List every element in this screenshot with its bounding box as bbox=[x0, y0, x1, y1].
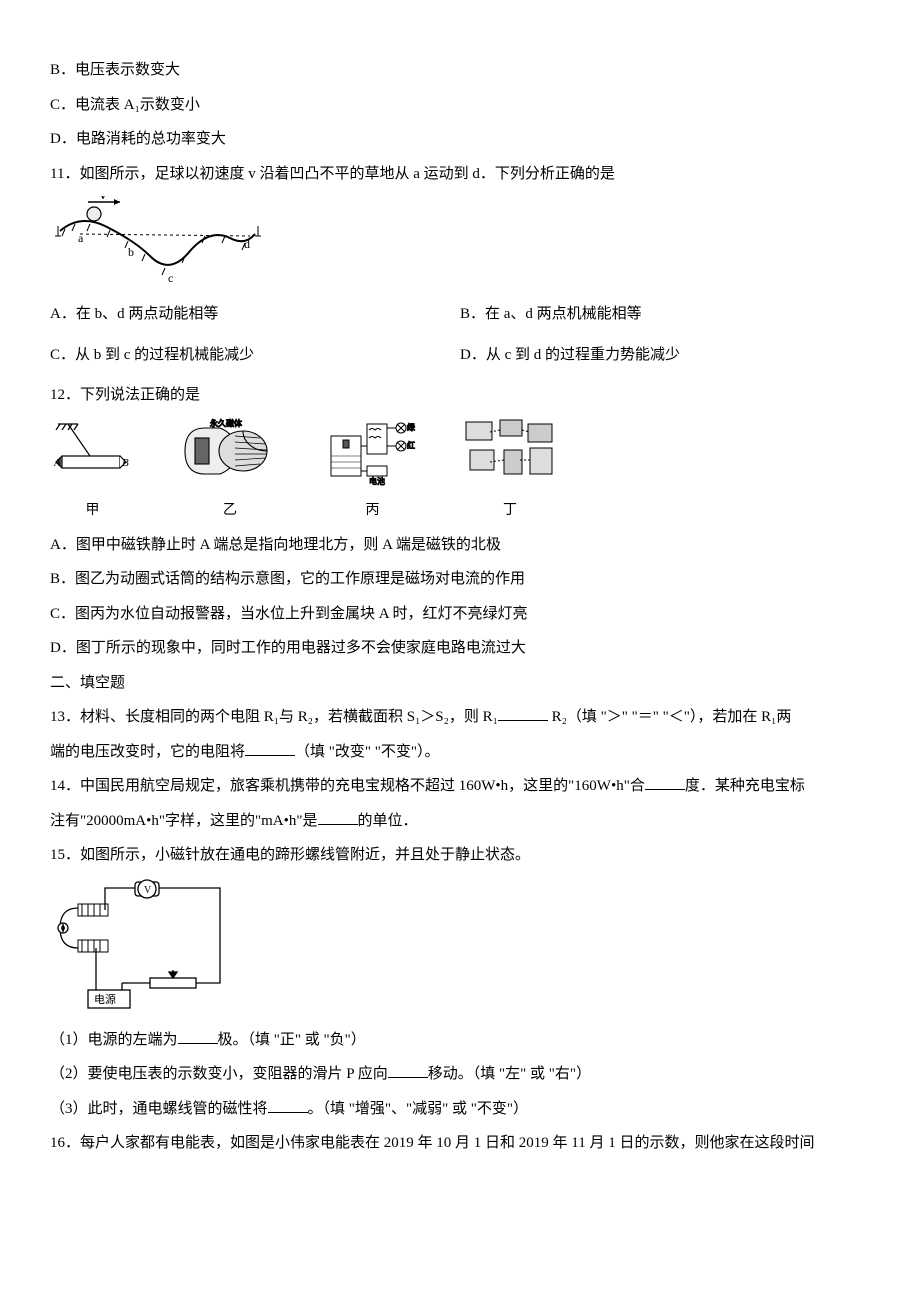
q11-c: C．从 b 到 c 的过程机械能减少 bbox=[50, 341, 460, 370]
q13-t4: （填 "改变" "不变"）。 bbox=[295, 744, 440, 760]
q13-blank1[interactable] bbox=[498, 705, 548, 721]
q12-figures: A B 甲 永久磁体 乙 bbox=[50, 416, 870, 525]
label-ding: 丁 bbox=[460, 498, 560, 525]
q15-3b: 。（填 "增强"、"减弱" 或 "不变"） bbox=[308, 1101, 529, 1117]
q11-d: D．从 c 到 d 的过程重力势能减少 bbox=[460, 341, 870, 370]
q15-3: （3）此时，通电螺线管的磁性将 。（填 "增强"、"减弱" 或 "不变"） bbox=[50, 1095, 870, 1124]
q11-a: A．在 b、d 两点动能相等 bbox=[50, 300, 460, 329]
q15-3a: （3）此时，通电螺线管的磁性将 bbox=[50, 1101, 268, 1117]
q15-figure: V 电源 bbox=[50, 878, 870, 1018]
section-2-title: 二、填空题 bbox=[50, 669, 870, 698]
q14-t4: 的单位． bbox=[358, 813, 418, 829]
q11-figure: v a b c d bbox=[50, 196, 870, 286]
q12-c: C．图丙为水位自动报警器，当水位上升到金属块 A 时，红灯不亮绿灯亮 bbox=[50, 600, 870, 629]
q12-fig-a: A B 甲 bbox=[50, 416, 135, 525]
label-yi: 乙 bbox=[175, 498, 285, 525]
q12-fig-d: 丁 bbox=[460, 416, 560, 525]
q13-t2: R₂（填 "＞" "＝" "＜"），若加在 R₁两 bbox=[548, 709, 791, 725]
q14-blank1[interactable] bbox=[645, 774, 685, 790]
q13b: 端的电压改变时，它的电阻将 （填 "改变" "不变"）。 bbox=[50, 738, 870, 767]
q15-blank1[interactable] bbox=[178, 1028, 218, 1044]
label-bing: 丙 bbox=[325, 498, 420, 525]
svg-text:b: b bbox=[128, 245, 134, 259]
q15-1b: 极。（填 "正" 或 "负"） bbox=[218, 1032, 366, 1048]
svg-text:c: c bbox=[168, 271, 173, 285]
q15-stem: 15．如图所示，小磁针放在通电的蹄形螺线管附近，并且处于静止状态。 bbox=[50, 841, 870, 870]
svg-text:电池: 电池 bbox=[369, 476, 385, 486]
q12-fig-c: 绿 红 电池 丙 bbox=[325, 416, 420, 525]
svg-text:红: 红 bbox=[407, 440, 415, 450]
opt-d: D．电路消耗的总功率变大 bbox=[50, 125, 870, 154]
q14-t2: 度．某种充电宝标 bbox=[685, 778, 805, 794]
q15-blank3[interactable] bbox=[268, 1097, 308, 1113]
q15-1: （1）电源的左端为 极。（填 "正" 或 "负"） bbox=[50, 1026, 870, 1055]
svg-text:a: a bbox=[78, 231, 84, 245]
q15-blank2[interactable] bbox=[388, 1062, 428, 1078]
q12-b: B．图乙为动圈式话筒的结构示意图，它的工作原理是磁场对电流的作用 bbox=[50, 565, 870, 594]
q13: 13．材料、长度相同的两个电阻 R₁与 R₂，若横截面积 S₁＞S₂，则 R₁ … bbox=[50, 703, 870, 732]
v-label: v bbox=[100, 196, 106, 202]
q12-a: A．图甲中磁铁静止时 A 端总是指向地理北方，则 A 端是磁铁的北极 bbox=[50, 531, 870, 560]
q14: 14．中国民用航空局规定，旅客乘机携带的充电宝规格不超过 160W•h，这里的"… bbox=[50, 772, 870, 801]
q14-blank2[interactable] bbox=[318, 809, 358, 825]
label-jia: 甲 bbox=[50, 498, 135, 525]
q15-2: （2）要使电压表的示数变小，变阻器的滑片 P 应向 移动。（填 "左" 或 "右"… bbox=[50, 1060, 870, 1089]
q14b: 注有"20000mA•h"字样，这里的"mA•h"是 的单位． bbox=[50, 807, 870, 836]
q11-b: B．在 a、d 两点机械能相等 bbox=[460, 300, 870, 329]
q15-2a: （2）要使电压表的示数变小，变阻器的滑片 P 应向 bbox=[50, 1066, 388, 1082]
svg-text:永久磁体: 永久磁体 bbox=[210, 418, 242, 428]
q16: 16．每户人家都有电能表，如图是小伟家电能表在 2019 年 10 月 1 日和… bbox=[50, 1129, 870, 1158]
q14-t1: 14．中国民用航空局规定，旅客乘机携带的充电宝规格不超过 160W•h，这里的"… bbox=[50, 778, 645, 794]
q13-t1: 13．材料、长度相同的两个电阻 R₁与 R₂，若横截面积 S₁＞S₂，则 R₁ bbox=[50, 709, 498, 725]
q12-fig-b: 永久磁体 乙 bbox=[175, 416, 285, 525]
opt-c: C．电流表 A₁示数变小 bbox=[50, 91, 870, 120]
q12-stem: 12．下列说法正确的是 bbox=[50, 381, 870, 410]
q11-stem: 11．如图所示，足球以初速度 v 沿着凹凸不平的草地从 a 运动到 d．下列分析… bbox=[50, 160, 870, 189]
svg-text:绿: 绿 bbox=[407, 423, 415, 432]
q13-blank2[interactable] bbox=[245, 740, 295, 756]
q15-1a: （1）电源的左端为 bbox=[50, 1032, 178, 1048]
svg-text:A: A bbox=[53, 457, 61, 469]
svg-text:电源: 电源 bbox=[94, 992, 116, 1006]
q15-2b: 移动。（填 "左" 或 "右"） bbox=[428, 1066, 591, 1082]
svg-text:d: d bbox=[244, 237, 250, 251]
svg-text:B: B bbox=[122, 457, 129, 469]
q13-t3: 端的电压改变时，它的电阻将 bbox=[50, 744, 245, 760]
opt-b: B．电压表示数变大 bbox=[50, 56, 870, 85]
q14-t3: 注有"20000mA•h"字样，这里的"mA•h"是 bbox=[50, 813, 318, 829]
q12-d: D．图丁所示的现象中，同时工作的用电器过多不会使家庭电路电流过大 bbox=[50, 634, 870, 663]
svg-text:V: V bbox=[144, 885, 152, 896]
